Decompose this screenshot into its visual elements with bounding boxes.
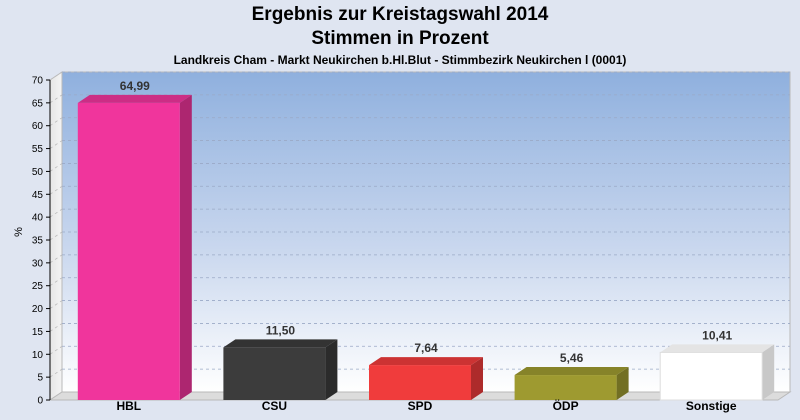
bar-top (514, 367, 629, 376)
y-tick-label: 15 (32, 327, 44, 338)
grid-line-side (49, 71, 63, 81)
bar-value-label: 64,99 (120, 79, 150, 93)
bar-value-label: 11,50 (266, 323, 296, 337)
bar (369, 357, 483, 400)
bar (659, 344, 775, 401)
chart-caption: Landkreis Cham - Markt Neukirchen b.Hl.B… (173, 53, 627, 67)
y-tick-label: 65 (32, 98, 44, 109)
y-axis: 0 5 10 15 20 25 30 35 40 45 50 55 60 65 70% (13, 76, 51, 407)
y-axis-label: % (13, 227, 25, 237)
x-category-label: SPD (408, 399, 433, 413)
y-tick-label: 55 (32, 144, 44, 155)
bar (514, 367, 629, 400)
bar-front (369, 365, 471, 400)
grid-line-side (49, 300, 63, 309)
x-category-label: CSU (262, 399, 287, 413)
grid-line-side (49, 345, 63, 355)
y-tick-label: 5 (37, 373, 43, 384)
bar-front (514, 375, 617, 400)
bar-top (223, 339, 338, 348)
bar (223, 339, 338, 400)
grid-line-side (49, 231, 63, 241)
y-tick-label: 50 (32, 167, 44, 178)
bar-value-label: 7,64 (414, 341, 438, 355)
grid-line-side (49, 368, 63, 378)
y-tick-label: 35 (32, 236, 44, 247)
grid-line-side (49, 163, 63, 172)
chart-subtitle: Stimmen in Prozent (311, 28, 489, 49)
grid-line-side (49, 117, 63, 127)
x-category-label: ÖDP (553, 398, 579, 413)
bar-value-label: 5,46 (560, 351, 584, 365)
bars (77, 94, 775, 401)
x-category-label: HBL (116, 399, 141, 413)
y-tick-label: 45 (32, 190, 44, 201)
grid-line-side (49, 140, 63, 149)
y-tick-label: 40 (32, 213, 44, 224)
y-tick-label: 10 (32, 350, 44, 361)
grid-line-side (49, 323, 63, 332)
bar-top (77, 94, 192, 103)
bar-side (616, 367, 629, 400)
y-tick-label: 70 (32, 76, 44, 87)
bar-front (77, 102, 180, 400)
bar-side (471, 357, 483, 400)
grid-line-side (49, 277, 63, 287)
grid-line-side (49, 94, 63, 104)
y-tick-label: 20 (32, 304, 44, 315)
bar-top (660, 344, 775, 353)
bar-front (659, 351, 763, 401)
bar-side (325, 339, 338, 400)
bar-side (179, 94, 192, 400)
bar-side (762, 344, 775, 400)
grid-line-side (49, 208, 63, 218)
bar (77, 94, 192, 400)
bar-value-label: 10,41 (702, 328, 732, 342)
x-category-label: Sonstige (686, 399, 737, 413)
y-tick-label: 30 (32, 258, 44, 269)
labels: 64,99 HBL 11,50 CSU 7,64 SPD 5,46 ÖDP 10,41 Sonst… (116, 79, 736, 413)
y-tick-label: 0 (37, 396, 43, 407)
chart-title: Ergebnis zur Kreistagswahl 2014 (251, 4, 549, 25)
grid-line-side (49, 254, 63, 264)
grid-line-side (49, 185, 63, 195)
y-tick-label: 25 (32, 281, 44, 292)
bar-top (369, 357, 483, 366)
bar-front (223, 347, 326, 400)
y-tick-label: 60 (32, 121, 44, 132)
